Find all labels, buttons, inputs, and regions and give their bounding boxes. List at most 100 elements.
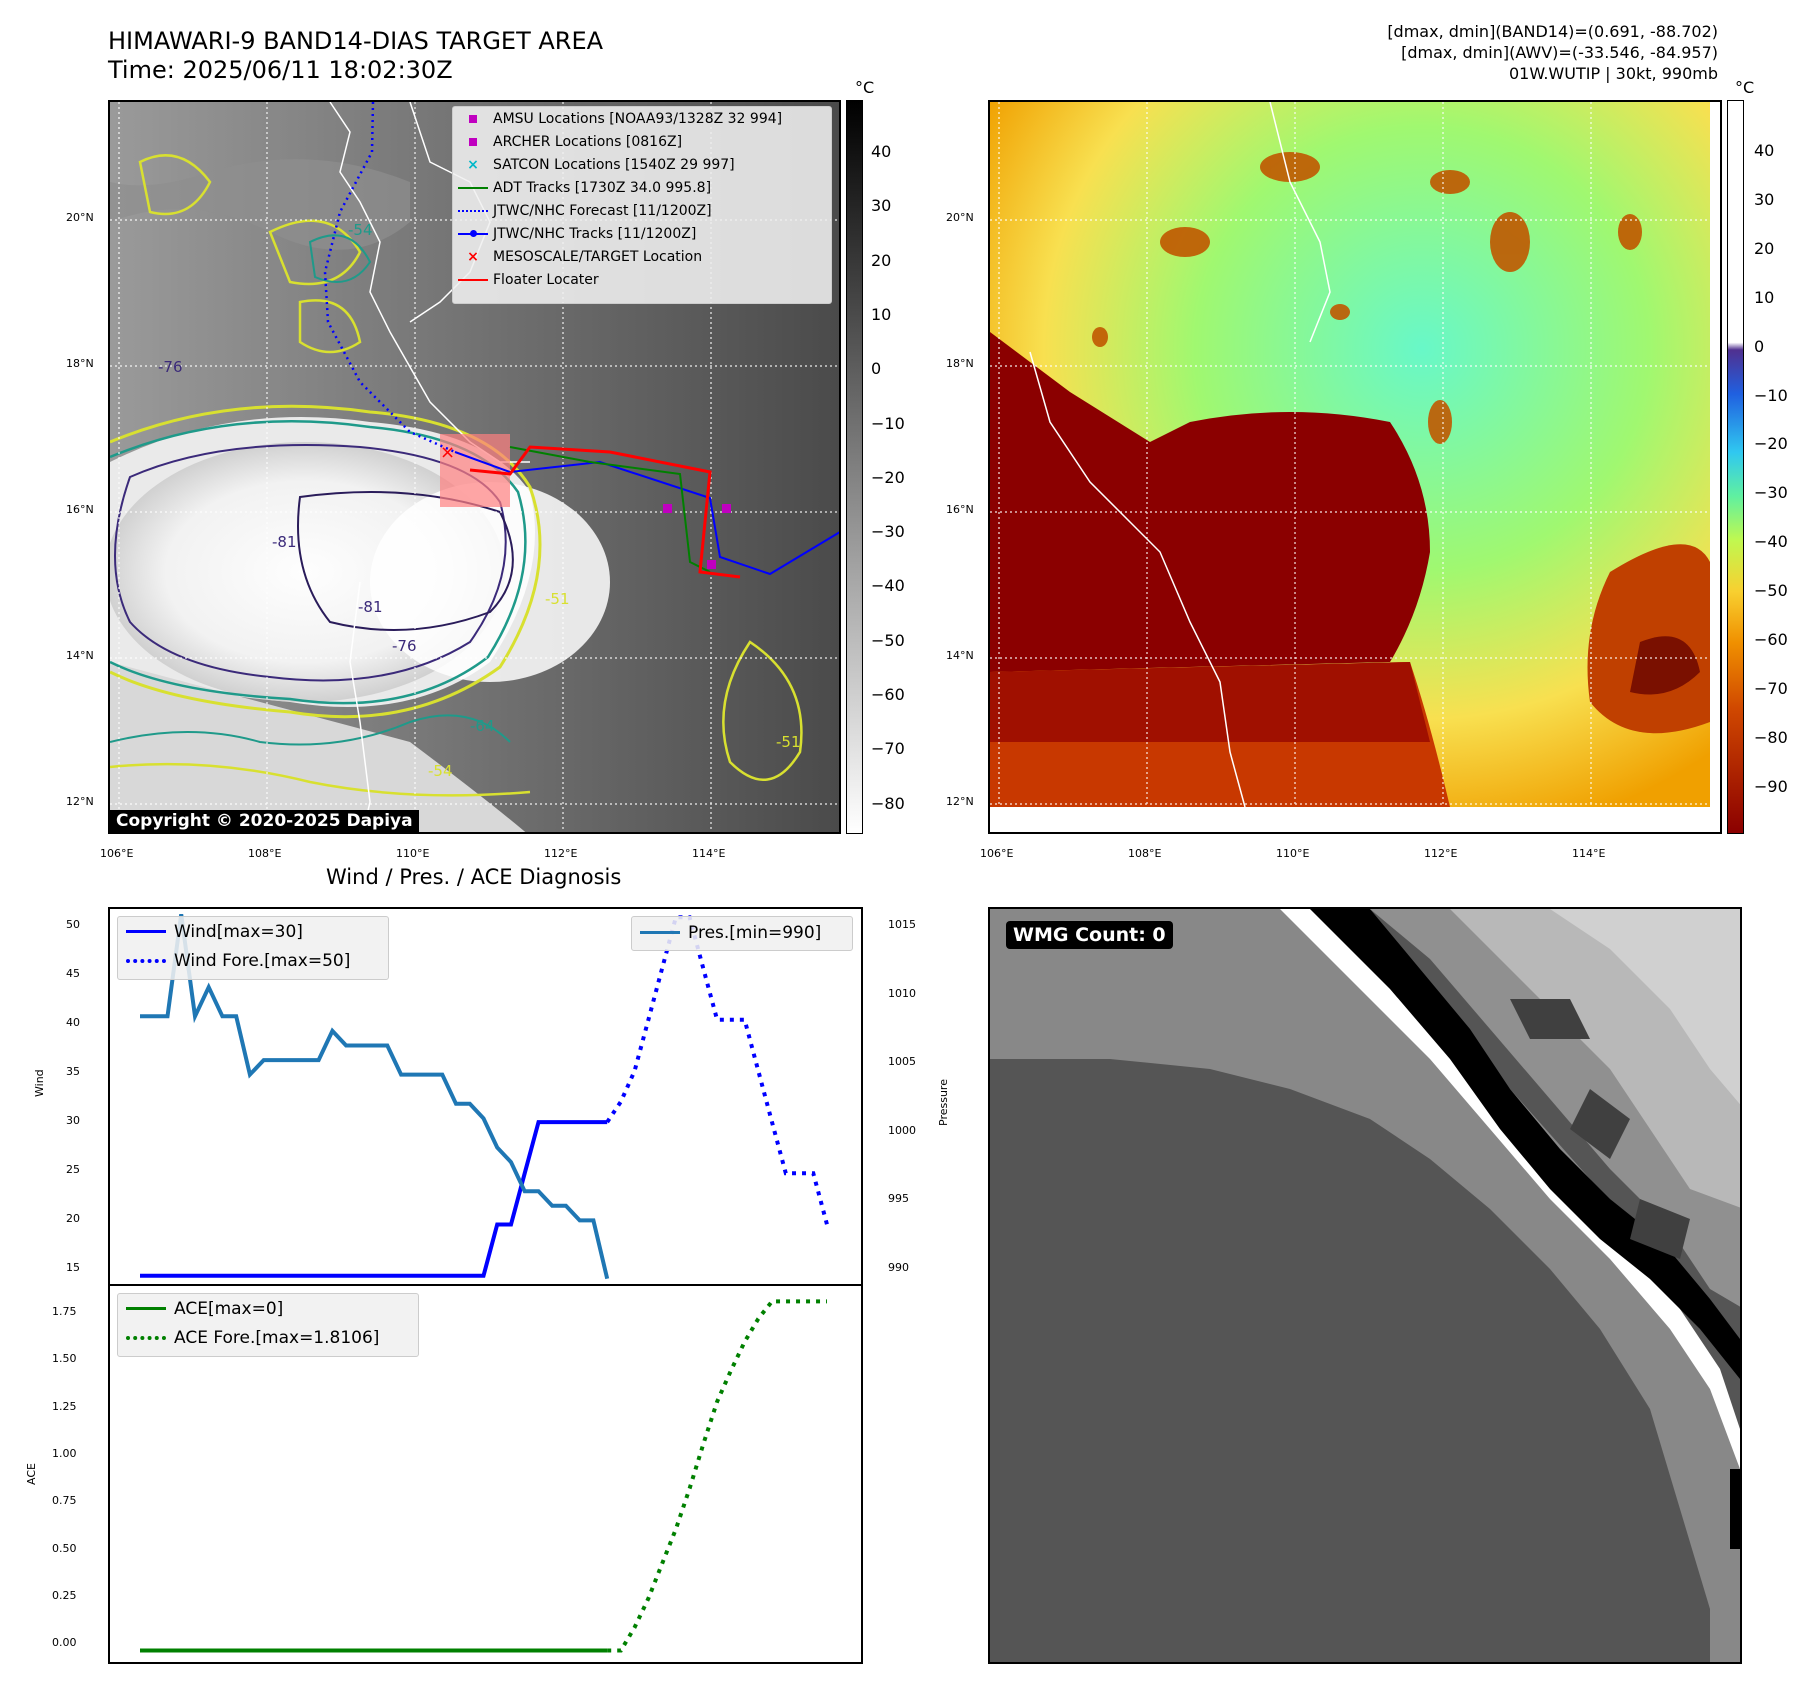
copyright-label: Copyright © 2020-2025 Dapiya — [110, 810, 419, 832]
legend-item-jtwc-forecast: JTWC/NHC Forecast [11/1200Z] — [453, 199, 831, 222]
svg-text:×: × — [440, 442, 455, 463]
axis-tick-label: −80 — [871, 793, 905, 813]
lat-label-18n: 18°N — [946, 357, 974, 370]
legend-item-wind: Wind[max=30] — [118, 917, 388, 946]
legend-item-mesoscale: × MESOSCALE/TARGET Location — [467, 248, 703, 265]
map-legend: AMSU Locations [NOAA93/1328Z 32 994] ARC… — [452, 106, 832, 304]
contour-label: -81 — [272, 533, 297, 551]
colorbar-unit: °C — [1735, 78, 1755, 97]
axis-tick-label: −10 — [1754, 385, 1788, 405]
axis-tick-label: −30 — [871, 522, 905, 542]
axis-tick-label: 40 — [1754, 141, 1775, 160]
lat-label-18n: 18°N — [66, 357, 94, 370]
awv-range: [dmax, dmin](AWV)=(-33.546, -84.957) — [1401, 43, 1718, 62]
lat-label-14n: 14°N — [946, 649, 974, 662]
axis-tick-label: −60 — [871, 685, 905, 704]
axis-tick-label: 35 — [66, 1065, 80, 1078]
legend-item-archer: ARCHER Locations [0816Z] — [453, 130, 831, 153]
axis-tick-label: 30 — [1754, 189, 1775, 209]
lat-label-12n: 12°N — [66, 795, 94, 808]
contour-label: -76 — [392, 637, 417, 655]
lon-label-106e: 106°E — [980, 847, 1014, 860]
contour-label: -81 — [358, 598, 383, 616]
axis-tick-label: 0.75 — [52, 1494, 77, 1508]
lon-label-114e: 114°E — [1572, 847, 1606, 860]
axis-tick-label: −50 — [1754, 581, 1788, 601]
axis-tick-label: 30 — [871, 196, 892, 216]
axis-tick-label: −60 — [1754, 630, 1788, 649]
legend-item-ace: ACE[max=0] — [118, 1294, 418, 1323]
axis-tick-label: 20 — [66, 1212, 80, 1225]
lon-label-108e: 108°E — [1128, 847, 1162, 860]
axis-tick-label: 1.25 — [52, 1399, 77, 1413]
axis-tick-label: 1.00 — [52, 1446, 77, 1460]
wmg-image — [990, 909, 1740, 1662]
lon-label-110e: 110°E — [396, 847, 430, 860]
ace-panel — [108, 1284, 863, 1664]
axis-tick-label: 10 — [871, 304, 892, 324]
diagnosis-title: Wind / Pres. / ACE Diagnosis — [326, 865, 622, 889]
axis-tick-label: −90 — [1754, 776, 1788, 796]
colorbar-unit: °C — [855, 78, 875, 97]
pressure-axis-label: Pressure — [937, 1079, 950, 1126]
band14-map-panel: × Copyright © 2020-2025 Dapiya AMSU Loca… — [108, 100, 841, 834]
contour-label: -51 — [776, 733, 801, 751]
storm-info: 01W.WUTIP | 30kt, 990mb — [1508, 64, 1718, 83]
figure-time: Time: 2025/06/11 18:02:30Z — [108, 56, 453, 84]
contour-label: -54 — [348, 221, 373, 239]
axis-tick-label: 1015 — [888, 918, 916, 931]
axis-tick-label: −30 — [1754, 483, 1788, 503]
pressure-legend: Pres.[min=990] — [631, 916, 853, 951]
axis-tick-label: 0.50 — [52, 1541, 77, 1555]
band14-range: [dmax, dmin](BAND14)=(0.691, -88.702) — [1387, 22, 1718, 41]
lon-label-110e: 110°E — [1276, 847, 1310, 860]
legend-item-adt: ADT Tracks [1730Z 34.0 995.8] — [453, 176, 831, 199]
wind-legend: Wind[max=30] Wind Fore.[max=50] — [117, 916, 389, 980]
axis-tick-label: 1.75 — [52, 1305, 77, 1318]
axis-tick-label: 0.25 — [52, 1588, 77, 1602]
axis-tick-label: −40 — [871, 576, 905, 596]
axis-tick-label: 0 — [871, 359, 882, 379]
axis-tick-label: −10 — [871, 413, 905, 433]
legend-item-ace-forecast: ACE Fore.[max=1.8106] — [118, 1323, 418, 1352]
lon-label-106e: 106°E — [100, 847, 134, 860]
axis-tick-label: −20 — [871, 467, 905, 487]
axis-tick-label: 1000 — [888, 1123, 916, 1137]
axis-tick-label: −20 — [1754, 434, 1788, 454]
axis-tick-label: −70 — [871, 739, 905, 759]
axis-tick-label: 40 — [871, 142, 892, 161]
legend-item-pressure: Pres.[min=990] — [632, 917, 852, 948]
ace-axis-label: ACE — [25, 1463, 38, 1485]
axis-tick-label: 1.50 — [52, 1352, 77, 1366]
axis-tick-label: 25 — [66, 1163, 80, 1176]
axis-tick-label: 0.00 — [52, 1636, 77, 1650]
lat-label-20n: 20°N — [66, 211, 94, 224]
lon-label-112e: 112°E — [1424, 847, 1458, 860]
wmg-panel: WMG Count: 0 — [988, 907, 1742, 1664]
band14-colorbar — [846, 100, 863, 834]
lat-label-12n: 12°N — [946, 795, 974, 808]
contour-label: -64 — [470, 717, 495, 735]
axis-tick-label: 0 — [1754, 336, 1765, 356]
ace-legend: ACE[max=0] ACE Fore.[max=1.8106] — [117, 1293, 419, 1357]
wmg-count-badge: WMG Count: 0 — [1006, 921, 1173, 949]
axis-tick-label: 15 — [66, 1261, 80, 1274]
contour-label: -51 — [545, 590, 570, 608]
lat-label-16n: 16°N — [66, 503, 94, 516]
lon-label-108e: 108°E — [248, 847, 282, 860]
axis-tick-label: −50 — [871, 630, 905, 650]
legend-item-satcon: × SATCON Locations [1540Z 29 997] — [467, 156, 735, 173]
awv-map-image — [990, 102, 1720, 832]
lat-label-14n: 14°N — [66, 649, 94, 662]
axis-tick-label: 45 — [66, 967, 80, 980]
axis-tick-label: 50 — [66, 918, 80, 931]
axis-tick-label: −80 — [1754, 727, 1788, 747]
legend-item-amsu: AMSU Locations [NOAA93/1328Z 32 994] — [453, 107, 831, 130]
lat-label-20n: 20°N — [946, 211, 974, 224]
legend-item-jtwc-tracks: JTWC/NHC Tracks [11/1200Z] — [453, 222, 831, 245]
legend-item-wind-forecast: Wind Fore.[max=50] — [118, 946, 388, 975]
contour-label: -76 — [158, 358, 183, 376]
legend-item-floater: Floater Locater — [453, 268, 831, 291]
axis-tick-label: −70 — [1754, 678, 1788, 698]
axis-tick-label: 30 — [66, 1114, 80, 1127]
